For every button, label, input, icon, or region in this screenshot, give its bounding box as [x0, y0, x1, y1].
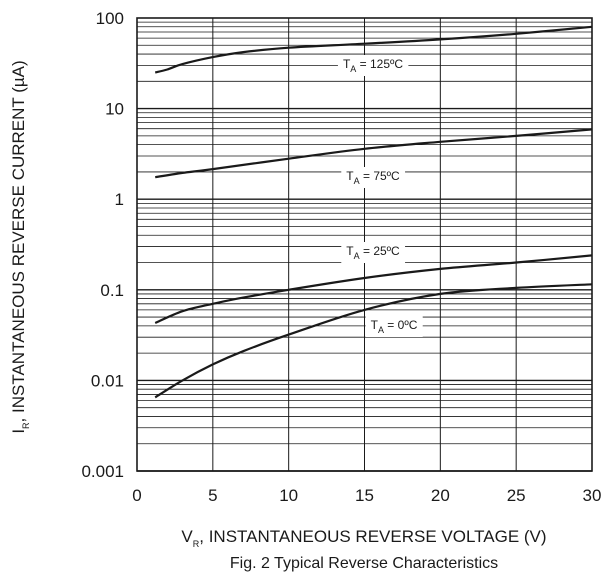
x-axis-title-main: V — [181, 527, 193, 546]
series-label-sub: A — [354, 251, 360, 261]
x-axis-title-sub: R — [193, 539, 200, 549]
series-lines — [154, 25, 593, 399]
series-label-rest: = 0ºC — [384, 318, 418, 332]
series-label: TA = 25ºC — [341, 242, 406, 263]
series-label-rest: = 75ºC — [360, 169, 400, 183]
series-label-background — [337, 55, 409, 76]
series-label-background — [365, 316, 423, 337]
series-label-text: TA = 75ºC — [346, 169, 400, 186]
y-tick-label: 100 — [96, 9, 124, 28]
series-label-rest: = 125ºC — [356, 57, 403, 71]
series-label-sub: A — [378, 325, 384, 335]
y-axis-title-sub: R — [21, 422, 31, 429]
y-axis-title-main: I — [9, 429, 28, 434]
y-tick-label: 1 — [115, 190, 124, 209]
y-tick-label: 0.001 — [81, 462, 124, 481]
x-tick-label: 0 — [132, 486, 141, 505]
series-label-text: TA = 25ºC — [346, 244, 400, 261]
series-label-rest: = 25ºC — [360, 244, 400, 258]
x-tick-label: 5 — [208, 486, 217, 505]
y-tick-label: 10 — [105, 100, 124, 119]
series-label-main: T — [343, 57, 351, 71]
x-tick-label: 30 — [583, 486, 602, 505]
series-label-text: TA = 0ºC — [371, 318, 418, 335]
x-axis-title: VR, INSTANTANEOUS REVERSE VOLTAGE (V) — [181, 527, 546, 549]
series-label: TA = 125ºC — [337, 55, 409, 76]
y-axis-title-rest: , INSTANTANEOUS REVERSE CURRENT (µA) — [9, 60, 28, 422]
series-label-sub: A — [354, 176, 360, 186]
x-axis-title-rest: , INSTANTANEOUS REVERSE VOLTAGE (V) — [199, 527, 546, 546]
x-tick-label: 10 — [279, 486, 298, 505]
y-axis-title: IR, INSTANTANEOUS REVERSE CURRENT (µA) — [9, 60, 31, 433]
y-tick-label: 0.01 — [91, 371, 124, 390]
series-label-main: T — [371, 318, 379, 332]
x-tick-label: 20 — [431, 486, 450, 505]
series-label-background — [341, 167, 406, 188]
series-line — [154, 283, 593, 399]
x-tick-label: 25 — [507, 486, 526, 505]
series-label-text: TA = 125ºC — [343, 57, 403, 74]
x-tick-label: 15 — [355, 486, 374, 505]
figure-caption: Fig. 2 Typical Reverse Characteristics — [230, 555, 498, 572]
series-label-background — [341, 242, 406, 263]
y-tick-label: 0.1 — [100, 281, 124, 300]
series-label: TA = 75ºC — [341, 167, 406, 188]
series-label-sub: A — [350, 64, 356, 74]
series-label: TA = 0ºC — [365, 316, 423, 337]
series-label-main: T — [346, 244, 354, 258]
tick-labels: 0 5 10 15 20 25 30 0.001 0.01 0.1 1 10 100 — [81, 9, 601, 505]
plot-frame — [136, 17, 593, 472]
series-line — [155, 128, 593, 179]
series-label-main: T — [346, 169, 354, 183]
series-line — [154, 25, 593, 74]
grid-lines — [136, 18, 593, 472]
series-line — [154, 254, 593, 325]
